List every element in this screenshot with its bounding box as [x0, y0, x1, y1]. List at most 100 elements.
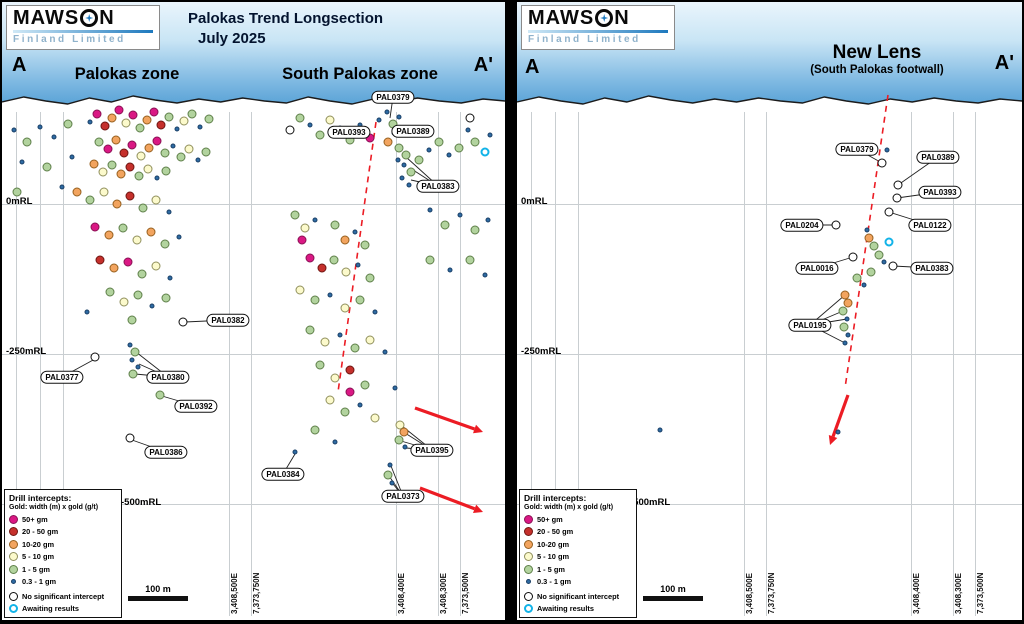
intercept-point-red	[119, 148, 129, 158]
intercept-point-grn	[22, 137, 32, 147]
longsection-panel-palokas: 3,408,700N7,374,000N3,408,600E3,408,500E…	[2, 2, 505, 620]
grid-layer: 3,408,700N7,374,000N3,408,600E3,408,500E…	[517, 2, 1022, 620]
legend-label: 50+ gm	[537, 514, 563, 524]
legend-swatch-yel	[9, 552, 18, 561]
intercept-point-mag	[103, 144, 113, 154]
drillhole-label: PAL0382	[206, 313, 250, 327]
panel-header: MAWS N Finland Limited New Lens (South P…	[517, 2, 1022, 112]
intercept-point-grn	[401, 150, 411, 160]
intercept-point-blu	[135, 364, 141, 370]
intercept-point-grn	[330, 220, 340, 230]
intercept-point-blu	[465, 127, 471, 133]
intercept-point-blu	[384, 109, 390, 115]
intercept-point-yel	[341, 267, 351, 277]
intercept-point-mag	[345, 387, 355, 397]
intercept-point-red	[125, 191, 135, 201]
elevation-label: -250mRL	[6, 346, 47, 357]
intercept-point-blu	[376, 117, 382, 123]
intercept-point-grn	[12, 187, 22, 197]
legend-swatch-nsi	[9, 591, 18, 601]
intercept-point-blu	[174, 126, 180, 132]
intercept-point-blu	[399, 175, 405, 181]
intercept-point-blu	[881, 259, 887, 265]
legend-swatch-awt	[9, 604, 18, 613]
intercept-point-blu	[392, 385, 398, 391]
intercept-point-yel	[151, 261, 161, 271]
intercept-point-grn	[425, 255, 435, 265]
gridline-vertical	[953, 92, 954, 616]
intercept-point-blu	[457, 212, 463, 218]
drillhole-label: PAL0383	[416, 179, 460, 193]
gridline-vertical	[766, 92, 767, 616]
intercept-point-blu	[59, 184, 65, 190]
intercept-point-mag	[149, 107, 159, 117]
intercept-point-blu	[842, 340, 848, 346]
legend-swatch-nsi	[524, 591, 533, 601]
intercept-point-blu	[482, 272, 488, 278]
intercept-point-grn	[470, 225, 480, 235]
figure-title: Palokas Trend Longsection July 2025	[188, 9, 383, 50]
intercept-point-nsi	[892, 193, 902, 203]
gridline-vertical	[16, 92, 17, 616]
intercept-point-yel	[121, 118, 131, 128]
intercept-point-blu	[485, 217, 491, 223]
intercept-point-yel	[365, 335, 375, 345]
legend-label: No significant intercept	[22, 591, 105, 601]
intercept-point-grn	[310, 295, 320, 305]
gridline-vertical	[251, 92, 252, 616]
figure-title-line1: Palokas Trend Longsection	[188, 10, 384, 27]
intercept-point-blu	[11, 127, 17, 133]
intercept-point-nsi	[285, 125, 295, 135]
intercept-point-org	[72, 187, 82, 197]
legend-label: 1 - 5 gm	[22, 564, 50, 574]
intercept-point-blu	[357, 402, 363, 408]
scale-bar-rule	[643, 596, 703, 601]
elevation-label: 0mRL	[521, 196, 548, 207]
legend-row: 5 - 10 gm	[9, 552, 117, 561]
drillhole-label: PAL0016	[795, 261, 839, 275]
intercept-point-yel	[370, 413, 380, 423]
intercept-point-grn	[130, 347, 140, 357]
intercept-point-blu	[195, 157, 201, 163]
intercept-point-grn	[133, 290, 143, 300]
legend-swatch-org	[524, 539, 533, 549]
plunge-arrow	[414, 406, 476, 431]
figure-title-line2: July 2025	[198, 30, 266, 48]
legend: Drill intercepts: Gold: width (m) x gold…	[519, 489, 637, 618]
legend-swatch-yel	[524, 552, 533, 561]
intercept-point-org	[142, 115, 152, 125]
drillhole-label: PAL0392	[174, 399, 218, 413]
intercept-point-blu	[332, 439, 338, 445]
legend-swatch-mag	[524, 514, 533, 524]
legend-label: 20 - 50 gm	[537, 527, 574, 536]
intercept-point-blu	[402, 444, 408, 450]
intercept-point-grn	[406, 167, 416, 177]
intercept-point-grn	[85, 195, 95, 205]
legend-label: 0.3 - 1 gm	[22, 577, 57, 586]
elevation-label: 0mRL	[6, 196, 33, 207]
mawson-wordmark: MAWS N	[528, 8, 668, 28]
intercept-point-grn	[440, 220, 450, 230]
drillhole-label: PAL0395	[410, 443, 454, 457]
intercept-point-blu	[352, 229, 358, 235]
intercept-point-nsi	[90, 352, 100, 362]
intercept-point-grn	[434, 137, 444, 147]
intercept-point-blu	[387, 462, 393, 468]
intercept-point-grn	[94, 137, 104, 147]
intercept-point-grn	[360, 240, 370, 250]
intercept-points-layer	[517, 2, 1022, 620]
intercept-point-yel	[325, 395, 335, 405]
gridline-horizontal	[517, 354, 1022, 355]
plunge-arrow	[419, 486, 476, 511]
intercept-point-grn	[470, 137, 480, 147]
intercept-point-grn	[866, 267, 876, 277]
intercept-point-grn	[160, 239, 170, 249]
scale-bar: 100 m	[643, 584, 703, 601]
intercept-point-grn	[340, 407, 350, 417]
intercept-point-mag	[90, 222, 100, 232]
intercept-point-org	[146, 227, 156, 237]
gridline-vertical	[438, 92, 439, 616]
panel-header: MAWS N Finland Limited Palokas Trend Lon…	[2, 2, 505, 112]
legend-subtitle: Gold: width (m) x gold (g/t)	[524, 504, 614, 511]
gridline-vertical	[229, 92, 230, 616]
